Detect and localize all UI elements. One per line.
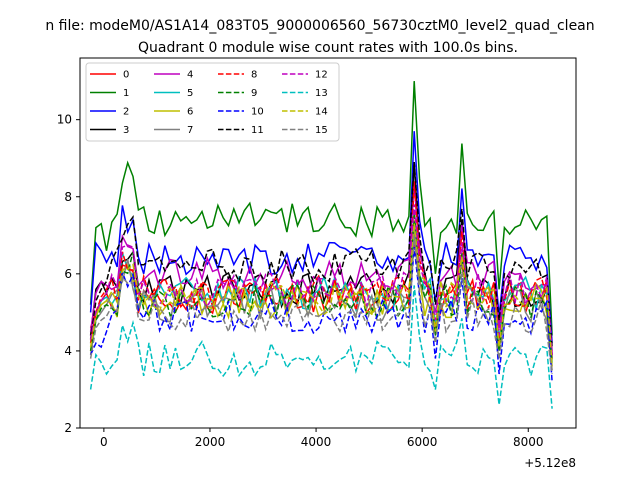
legend-label-1: 1: [123, 88, 129, 99]
legend-label-7: 7: [187, 125, 193, 136]
series-line-11: [89, 162, 553, 348]
series-line-14: [89, 223, 553, 367]
x-tick-label: 6000: [407, 435, 438, 449]
plot-area-frame: [79, 57, 577, 429]
series-line-10: [89, 246, 553, 382]
legend-label-0: 0: [123, 70, 129, 81]
y-tick-label: 4: [64, 344, 72, 358]
legend-label-11: 11: [251, 125, 264, 136]
series-line-1: [89, 81, 553, 336]
series-line-2: [89, 131, 553, 344]
series-line-3: [89, 162, 553, 355]
legend-label-13: 13: [315, 88, 328, 99]
legend-frame: [85, 62, 340, 142]
series-line-9: [89, 212, 553, 363]
legend-label-2: 2: [123, 107, 129, 118]
legend-label-3: 3: [123, 125, 129, 136]
series-line-12: [89, 204, 553, 355]
y-tick-label: 2: [64, 421, 72, 435]
y-tick-label: 6: [64, 267, 72, 281]
figure-suptitle: n file: modeM0/AS1A14_083T05_9000006560_…: [45, 18, 594, 34]
y-axis: 2 4 6 8 10: [57, 113, 80, 435]
plot-series-group: [89, 81, 553, 409]
chart-title: Quadrant 0 module wise count rates with …: [138, 40, 518, 56]
legend-label-9: 9: [251, 88, 257, 99]
legend-label-12: 12: [315, 70, 328, 81]
legend-label-4: 4: [187, 70, 193, 81]
legend-label-6: 6: [187, 107, 193, 118]
y-tick-label: 10: [57, 113, 72, 127]
legend-label-10: 10: [251, 107, 264, 118]
x-tick-label: 2000: [195, 435, 226, 449]
x-axis-offset-label: +5.12e8: [524, 456, 576, 470]
legend-label-5: 5: [187, 88, 193, 99]
legend-label-15: 15: [315, 125, 328, 136]
y-tick-label: 8: [64, 190, 72, 204]
x-axis: 0 2000 4000 6000 8000: [100, 428, 544, 449]
series-line-7: [89, 227, 553, 371]
x-tick-label: 4000: [301, 435, 332, 449]
x-tick-label: 8000: [513, 435, 544, 449]
legend-label-14: 14: [315, 107, 328, 118]
legend-label-8: 8: [251, 70, 257, 81]
series-line-13: [89, 285, 553, 409]
x-tick-label: 0: [100, 435, 108, 449]
series-line-15: [89, 235, 553, 375]
